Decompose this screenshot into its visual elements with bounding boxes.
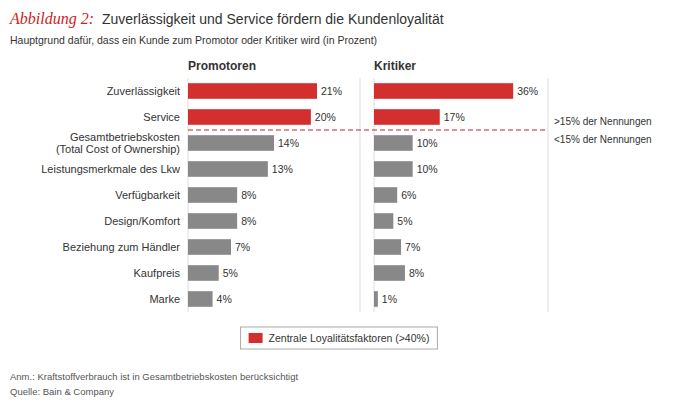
data-label: 21% [321,85,342,97]
bar [188,187,237,203]
category-label: Verfügbarkeit [115,189,180,201]
category-label: Beziehung zum Händler [63,241,181,253]
bar [374,135,413,151]
category-label-line: (Total Cost of Ownership) [56,143,180,155]
title-label: Abbildung 2: [9,10,94,28]
axis-line [548,78,549,312]
category-label-line: Leistungsmerkmale des Lkw [41,163,180,175]
subtitle: Hauptgrund dafür, dass ein Kunde zum Pro… [10,34,377,46]
data-label: 8% [241,215,256,227]
annotation: <15% der Nennungen [554,134,652,145]
data-label: 10% [417,163,438,175]
category-label: Service [143,111,180,123]
category-label-line: Zuverlässigkeit [107,85,180,97]
axis-line [360,78,361,312]
category-label-line: Verfügbarkeit [115,189,180,201]
category-label: Kaufpreis [134,267,181,279]
category-label-line: Design/Komfort [104,215,180,227]
legend-frame [241,327,438,349]
category-label-line: Gesamtbetriebskosten [70,131,180,143]
data-label: 36% [517,85,538,97]
bar [188,135,274,151]
category-label: Leistungsmerkmale des Lkw [41,163,180,175]
bar [188,291,213,307]
category-label: Design/Komfort [104,215,180,227]
data-label: 1% [382,293,397,305]
data-label: 5% [223,267,238,279]
separator-line [188,129,548,130]
category-label-line: Service [143,111,180,123]
panel-header: Kritiker [374,59,416,73]
data-label: 14% [278,137,299,149]
data-label: 7% [405,241,420,253]
panel-header: Promotoren [188,59,256,73]
title: Zuverlässigkeit und Service fördern die … [102,11,444,27]
bar [374,109,440,125]
legend-label: Zentrale Loyalitätsfaktoren (>40%) [269,332,430,344]
bar [188,265,219,281]
bar [374,291,378,307]
bar [374,83,513,99]
legend-swatch [249,333,263,343]
data-label: 8% [409,267,424,279]
legend: Zentrale Loyalitätsfaktoren (>40%) [241,327,438,349]
bar [374,161,413,177]
data-label: 20% [315,111,336,123]
data-label: 7% [235,241,250,253]
bar [188,83,317,99]
bar [374,187,397,203]
category-label-line: Kaufpreis [134,267,181,279]
data-label: 13% [272,163,293,175]
data-label: 5% [397,215,412,227]
bar [374,213,393,229]
annotation: >15% der Nennungen [554,116,652,127]
bar [188,161,268,177]
footnote: Quelle: Bain & Company [10,386,114,397]
data-label: 4% [217,293,232,305]
bars [374,83,513,307]
category-label-line: Marke [149,293,180,305]
category-label: Zuverlässigkeit [107,85,180,97]
category-label: Marke [149,293,180,305]
footnote: Anm.: Kraftstoffverbrauch ist in Gesamtb… [10,371,298,382]
bar [188,213,237,229]
category-label: Gesamtbetriebskosten(Total Cost of Owner… [56,131,180,155]
chart: Abbildung 2: Zuverlässigkeit und Service … [0,0,678,412]
bar [188,109,311,125]
data-label: 10% [417,137,438,149]
category-label-line: Beziehung zum Händler [63,241,181,253]
data-label: 17% [444,111,465,123]
bars [188,83,317,307]
bar [374,239,401,255]
data-label: 8% [241,189,256,201]
bar [188,239,231,255]
bar [374,265,405,281]
data-label: 6% [401,189,416,201]
